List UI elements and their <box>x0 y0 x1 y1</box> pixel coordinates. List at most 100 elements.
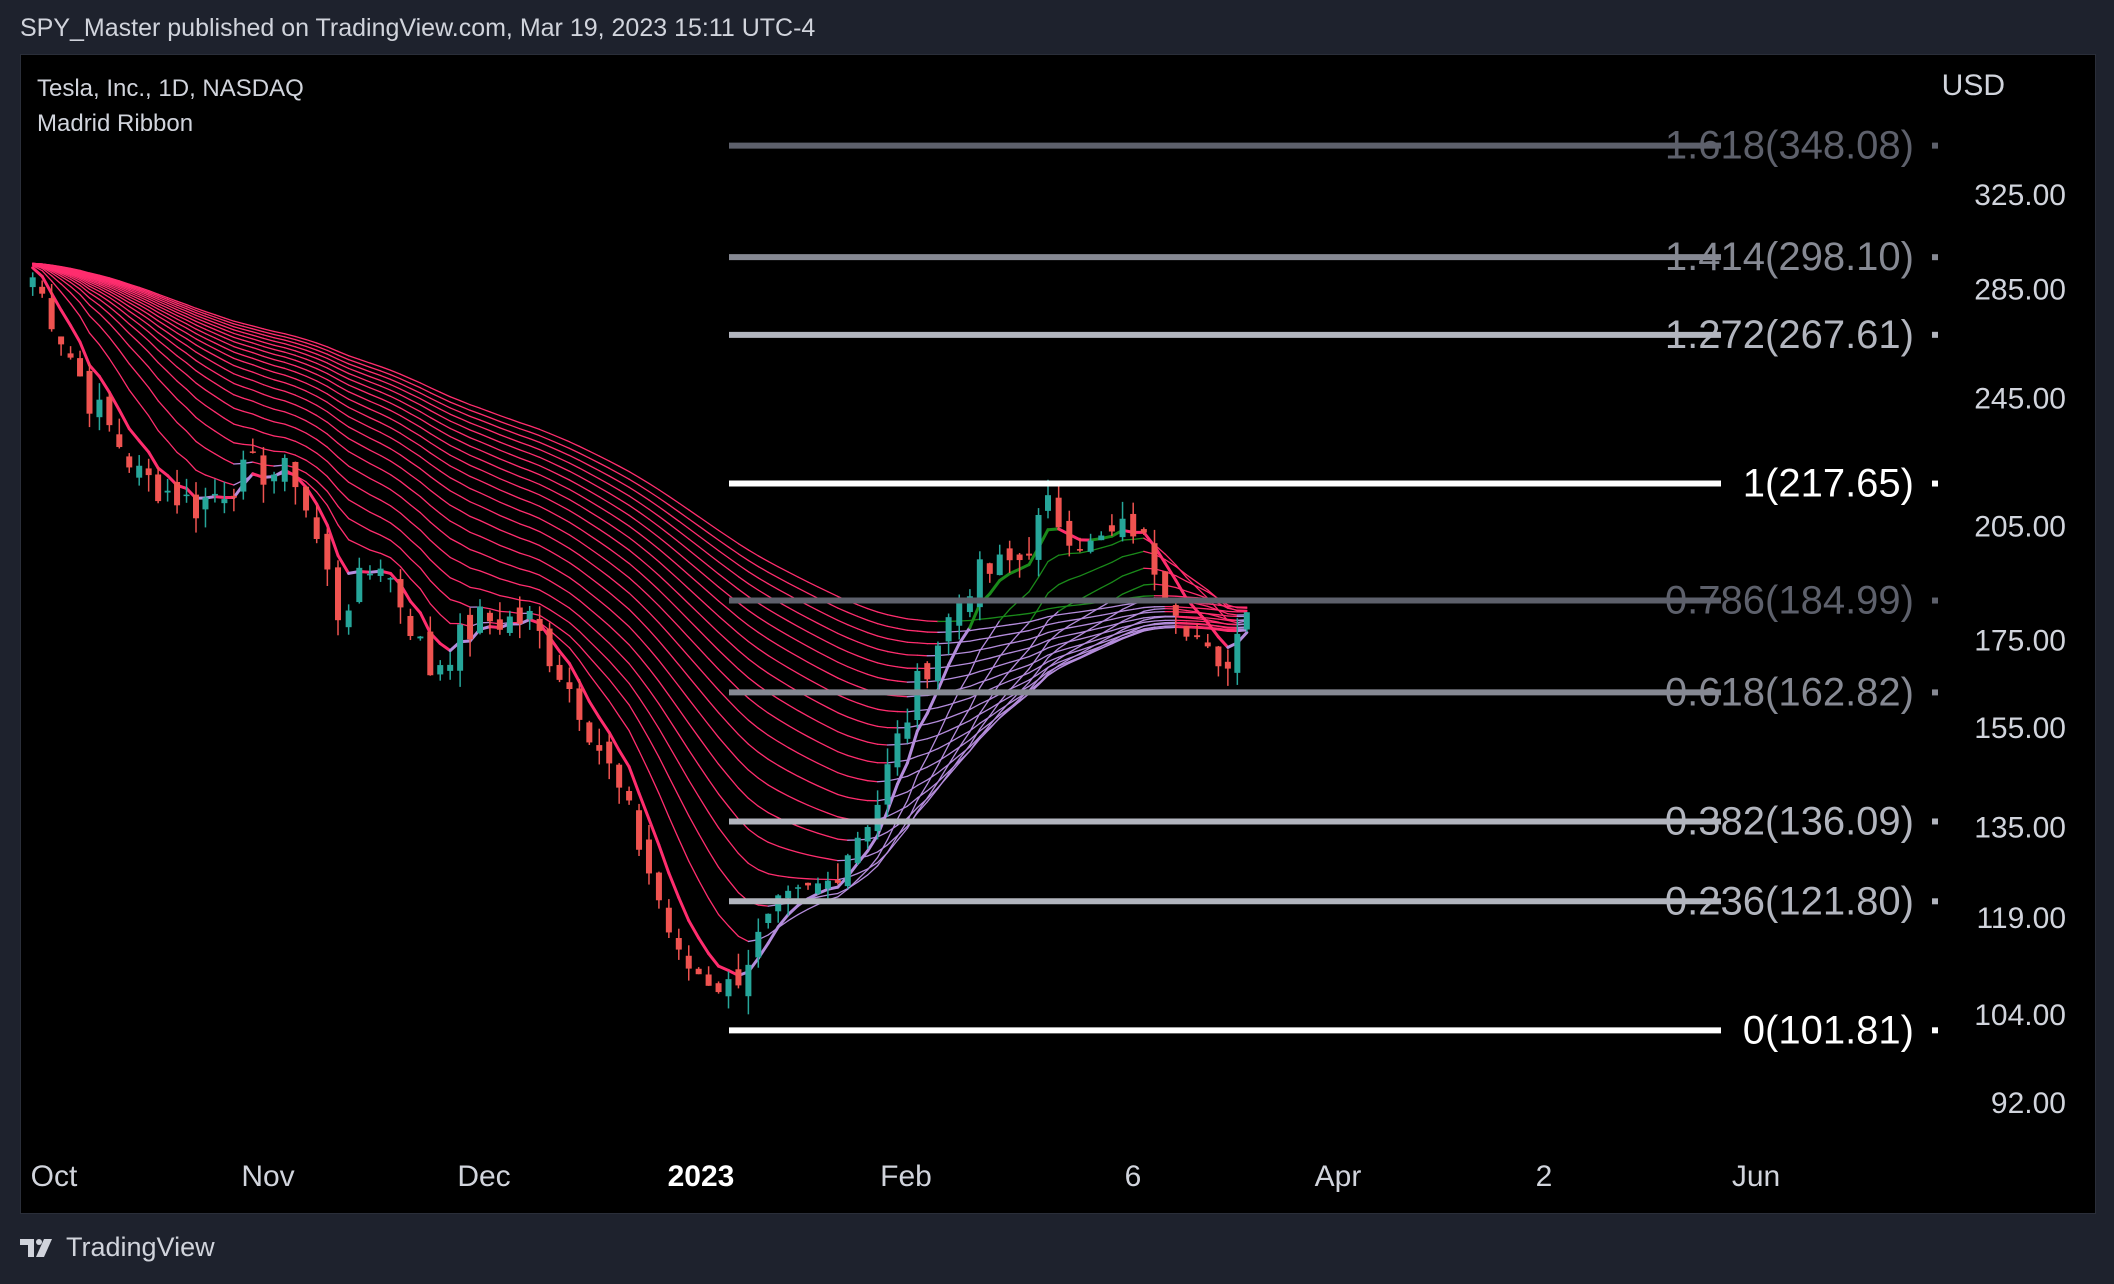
candle-body[interactable] <box>685 955 692 969</box>
candle-body[interactable] <box>546 628 553 667</box>
candle-body[interactable] <box>735 969 742 986</box>
candle-body[interactable] <box>675 938 682 950</box>
candle-body[interactable] <box>281 457 288 482</box>
candle-body[interactable] <box>934 645 941 682</box>
candle-body[interactable] <box>1172 605 1179 616</box>
candle-body[interactable] <box>407 615 414 637</box>
candle-body[interactable] <box>626 791 633 801</box>
candle-body[interactable] <box>116 434 123 448</box>
candle-body[interactable] <box>795 887 802 889</box>
candle-body[interactable] <box>745 964 752 997</box>
candle-body[interactable] <box>356 567 363 603</box>
candle-body[interactable] <box>1194 635 1201 638</box>
candle-body[interactable] <box>725 979 732 997</box>
candle-body[interactable] <box>183 494 190 497</box>
candle-body[interactable] <box>174 482 181 506</box>
candle-body[interactable] <box>814 883 821 894</box>
candle-body[interactable] <box>1108 525 1115 532</box>
candle-body[interactable] <box>695 968 702 975</box>
candle-body[interactable] <box>844 855 851 887</box>
candle-body[interactable] <box>914 670 921 720</box>
candle-body[interactable] <box>904 722 911 739</box>
candle-body[interactable] <box>586 722 593 743</box>
candle-body[interactable] <box>136 465 143 478</box>
candle-body[interactable] <box>29 277 36 288</box>
candle-body[interactable] <box>966 596 973 613</box>
candle-body[interactable] <box>397 579 404 608</box>
candle-body[interactable] <box>884 764 891 805</box>
candle-body[interactable] <box>986 563 993 574</box>
candle-body[interactable] <box>67 353 74 358</box>
candle-body[interactable] <box>765 913 772 923</box>
candle-body[interactable] <box>496 619 503 630</box>
candle-body[interactable] <box>437 665 444 675</box>
candle-body[interactable] <box>645 839 652 874</box>
candle-body[interactable] <box>1016 554 1023 561</box>
candle-body[interactable] <box>1045 495 1051 511</box>
candle-body[interactable] <box>996 554 1003 576</box>
candle-body[interactable] <box>126 456 133 468</box>
candle-body[interactable] <box>715 983 722 993</box>
candle-body[interactable] <box>536 618 543 631</box>
candle-body[interactable] <box>324 533 331 570</box>
candle-body[interactable] <box>271 474 278 482</box>
candle-body[interactable] <box>1066 520 1073 546</box>
candle-body[interactable] <box>1055 497 1062 528</box>
candle-body[interactable] <box>39 286 46 294</box>
candle-body[interactable] <box>145 468 152 476</box>
candle-body[interactable] <box>665 907 672 933</box>
candle-body[interactable] <box>705 974 712 986</box>
candle-body[interactable] <box>477 606 483 633</box>
price-chart[interactable]: 1.618(348.08)1.414(298.10)1.272(267.61)1… <box>21 55 2095 1213</box>
candle-body[interactable] <box>457 624 464 671</box>
candle-body[interactable] <box>924 663 931 680</box>
candle-body[interactable] <box>834 880 841 883</box>
candle-body[interactable] <box>1130 513 1137 537</box>
candle-body[interactable] <box>1162 571 1169 599</box>
candle-body[interactable] <box>260 455 267 485</box>
candle-body[interactable] <box>377 568 384 576</box>
candle-body[interactable] <box>211 493 218 496</box>
candle-body[interactable] <box>366 573 373 576</box>
symbol-label[interactable]: Tesla, Inc., 1D, NASDAQ <box>37 75 304 102</box>
candle-body[interactable] <box>556 664 563 680</box>
candle-body[interactable] <box>292 461 299 488</box>
candle-body[interactable] <box>854 837 861 863</box>
candle-body[interactable] <box>249 451 256 453</box>
candle-body[interactable] <box>576 688 583 720</box>
candle-body[interactable] <box>1243 612 1250 630</box>
candle-body[interactable] <box>164 490 171 493</box>
candle-body[interactable] <box>606 741 613 764</box>
candle-body[interactable] <box>1224 661 1231 669</box>
candle-body[interactable] <box>48 298 55 330</box>
candle-body[interactable] <box>976 559 983 608</box>
candle-body[interactable] <box>417 636 424 639</box>
candle-body[interactable] <box>1087 540 1094 552</box>
candle-body[interactable] <box>506 616 513 633</box>
candle-body[interactable] <box>335 567 341 621</box>
candle-body[interactable] <box>516 607 523 624</box>
candle-body[interactable] <box>1151 543 1158 575</box>
candle-body[interactable] <box>230 495 237 498</box>
candle-body[interactable] <box>655 872 662 901</box>
candle-body[interactable] <box>1183 626 1190 637</box>
candle-body[interactable] <box>1035 514 1042 560</box>
candle-body[interactable] <box>864 826 871 842</box>
candle-body[interactable] <box>202 497 209 510</box>
candle-body[interactable] <box>427 631 434 676</box>
candle-body[interactable] <box>345 610 352 628</box>
candle-body[interactable] <box>155 474 162 502</box>
candle-body[interactable] <box>303 486 310 511</box>
candle-body[interactable] <box>1026 553 1033 556</box>
candle-body[interactable] <box>1119 518 1126 538</box>
candle-body[interactable] <box>874 804 881 832</box>
candle-body[interactable] <box>193 494 199 519</box>
candle-body[interactable] <box>894 733 901 768</box>
candle-body[interactable] <box>486 612 493 622</box>
candle-body[interactable] <box>447 664 454 671</box>
candle-body[interactable] <box>824 880 831 889</box>
candle-body[interactable] <box>221 499 228 504</box>
candle-body[interactable] <box>636 810 643 850</box>
candle-body[interactable] <box>1098 535 1105 541</box>
candle-body[interactable] <box>945 617 952 642</box>
